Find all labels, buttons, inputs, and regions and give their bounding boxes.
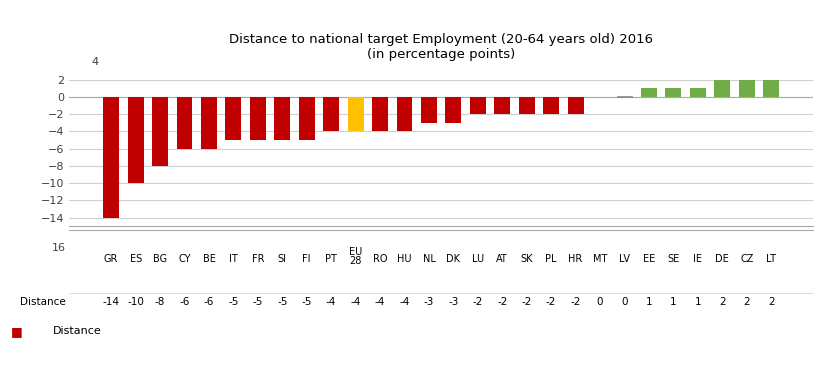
Text: SE: SE: [667, 254, 680, 264]
Bar: [445, 97, 462, 123]
Text: -3: -3: [424, 297, 434, 307]
Text: AT: AT: [497, 254, 508, 264]
Text: FI: FI: [302, 254, 311, 264]
Text: 1: 1: [670, 297, 676, 307]
Text: LU: LU: [471, 254, 484, 264]
Text: BG: BG: [153, 254, 167, 264]
Bar: [421, 97, 437, 123]
Text: 0: 0: [621, 297, 627, 307]
Bar: [641, 88, 657, 97]
Text: -2: -2: [521, 297, 532, 307]
Text: -5: -5: [228, 297, 239, 307]
Text: 28: 28: [350, 256, 362, 266]
Bar: [275, 97, 290, 140]
Bar: [690, 88, 706, 97]
Bar: [348, 97, 364, 131]
Text: -3: -3: [449, 297, 458, 307]
Text: SK: SK: [520, 254, 533, 264]
Text: HR: HR: [569, 254, 583, 264]
Text: GR: GR: [104, 254, 118, 264]
Text: -8: -8: [155, 297, 165, 307]
Text: ES: ES: [130, 254, 142, 264]
Text: 2: 2: [719, 297, 725, 307]
Text: PL: PL: [546, 254, 557, 264]
Text: CY: CY: [178, 254, 190, 264]
Bar: [568, 97, 583, 114]
Bar: [763, 80, 779, 97]
Text: -4: -4: [350, 297, 361, 307]
Text: -2: -2: [473, 297, 483, 307]
Text: 1: 1: [694, 297, 701, 307]
Text: LT: LT: [766, 254, 776, 264]
Text: -5: -5: [252, 297, 263, 307]
Bar: [324, 97, 339, 131]
Bar: [617, 96, 632, 97]
Text: NL: NL: [422, 254, 435, 264]
Bar: [152, 97, 168, 166]
Bar: [494, 97, 511, 114]
Text: -4: -4: [326, 297, 337, 307]
Bar: [470, 97, 486, 114]
Text: Distance: Distance: [20, 297, 65, 307]
Bar: [519, 97, 534, 114]
Text: SI: SI: [278, 254, 287, 264]
Bar: [714, 80, 730, 97]
Bar: [225, 97, 241, 140]
Bar: [201, 97, 217, 149]
Bar: [250, 97, 266, 140]
Text: -6: -6: [203, 297, 214, 307]
Bar: [103, 97, 119, 218]
Text: DE: DE: [716, 254, 729, 264]
Bar: [176, 97, 193, 149]
Bar: [299, 97, 315, 140]
Text: Distance: Distance: [53, 326, 102, 337]
Title: Distance to national target Employment (20-64 years old) 2016
(in percentage poi: Distance to national target Employment (…: [230, 33, 653, 61]
Bar: [739, 80, 755, 97]
Bar: [396, 97, 413, 131]
Bar: [666, 88, 681, 97]
Text: ■: ■: [11, 325, 22, 338]
Text: -2: -2: [570, 297, 581, 307]
Text: -2: -2: [546, 297, 556, 307]
Text: EU: EU: [349, 247, 362, 257]
Text: DK: DK: [446, 254, 461, 264]
Text: -14: -14: [103, 297, 119, 307]
Text: BE: BE: [203, 254, 216, 264]
Text: LV: LV: [619, 254, 630, 264]
Text: -5: -5: [277, 297, 288, 307]
Text: CZ: CZ: [740, 254, 753, 264]
Text: MT: MT: [593, 254, 607, 264]
Text: 4: 4: [92, 57, 99, 67]
Text: FR: FR: [252, 254, 264, 264]
Text: 0: 0: [596, 297, 603, 307]
Text: 2: 2: [743, 297, 750, 307]
Text: -2: -2: [497, 297, 507, 307]
Text: 16: 16: [51, 243, 65, 253]
Text: -5: -5: [301, 297, 312, 307]
Text: -4: -4: [375, 297, 386, 307]
Text: IE: IE: [694, 254, 703, 264]
Text: 1: 1: [645, 297, 652, 307]
Text: -10: -10: [127, 297, 144, 307]
Text: IT: IT: [229, 254, 238, 264]
Text: RO: RO: [373, 254, 387, 264]
Bar: [592, 97, 608, 98]
Text: -6: -6: [179, 297, 190, 307]
Text: -4: -4: [400, 297, 409, 307]
Text: HU: HU: [397, 254, 412, 264]
Bar: [543, 97, 559, 114]
Bar: [372, 97, 388, 131]
Text: EE: EE: [643, 254, 655, 264]
Text: PT: PT: [325, 254, 337, 264]
Bar: [127, 97, 144, 183]
Text: 2: 2: [768, 297, 775, 307]
